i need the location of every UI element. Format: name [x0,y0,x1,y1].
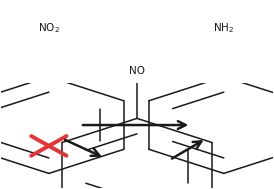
Text: NO: NO [129,66,145,76]
Text: NH$_2$: NH$_2$ [213,21,234,35]
Text: NO$_2$: NO$_2$ [38,21,60,35]
